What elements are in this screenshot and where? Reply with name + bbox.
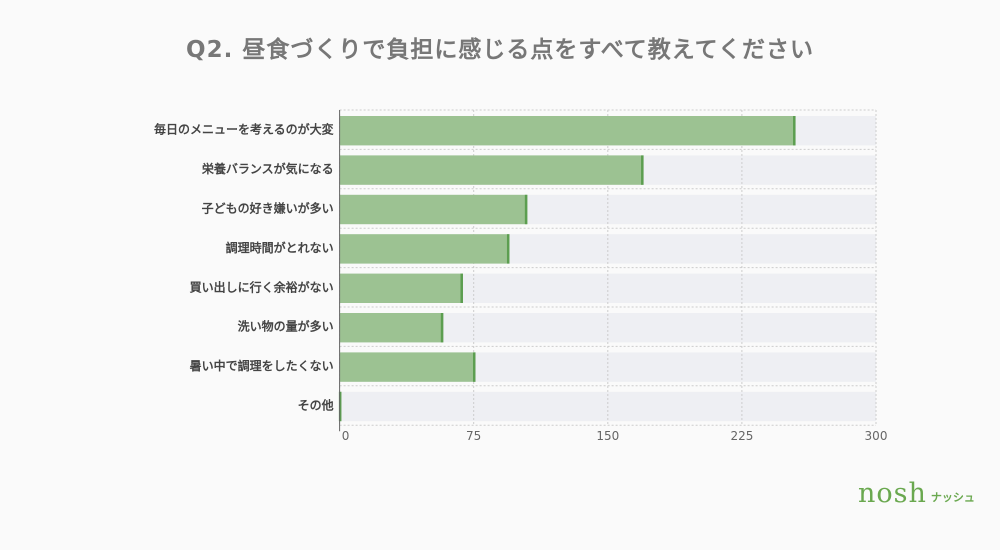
bar-edge — [338, 391, 342, 422]
category-label: 洗い物の量が多い — [238, 319, 334, 334]
category-label: 買い出しに行く余裕がない — [190, 279, 334, 294]
x-tick-label: 150 — [596, 429, 619, 443]
category-label: 暑い中で調理をしたくない — [190, 358, 334, 373]
bar — [339, 352, 476, 382]
x-tick-label: 75 — [466, 429, 481, 443]
category-label: その他 — [298, 398, 334, 413]
bar-edge — [641, 155, 644, 185]
nosh-logo: nosh ナッシュ — [858, 480, 975, 508]
logo-sub-text: ナッシュ — [930, 491, 975, 504]
bar — [339, 313, 444, 343]
bar-edge — [472, 352, 476, 382]
category-label: 栄養バランスが気になる — [201, 161, 334, 176]
bar — [339, 116, 796, 146]
category-label: 毎日のメニューを考えるのが大変 — [154, 122, 335, 137]
bar-edge — [524, 194, 528, 225]
bar — [339, 273, 463, 303]
bar — [339, 194, 528, 225]
x-tick-label: 300 — [865, 429, 888, 443]
bar-edge — [506, 234, 510, 264]
bar — [339, 155, 644, 185]
bar-edge — [793, 116, 796, 146]
logo-main-text: nosh — [858, 478, 927, 509]
x-tick-label: 225 — [730, 429, 753, 443]
category-label: 調理時間がとれない — [226, 240, 334, 255]
bar-edge — [440, 313, 444, 343]
category-label: 子どもの好き嫌いが多い — [202, 201, 334, 216]
bar — [339, 234, 510, 264]
chart-title: Q2. 昼食づくりで負担に感じる点をすべて教えてください — [186, 37, 814, 63]
x-tick-label: 0 — [342, 429, 350, 443]
bar-edge — [460, 273, 463, 303]
